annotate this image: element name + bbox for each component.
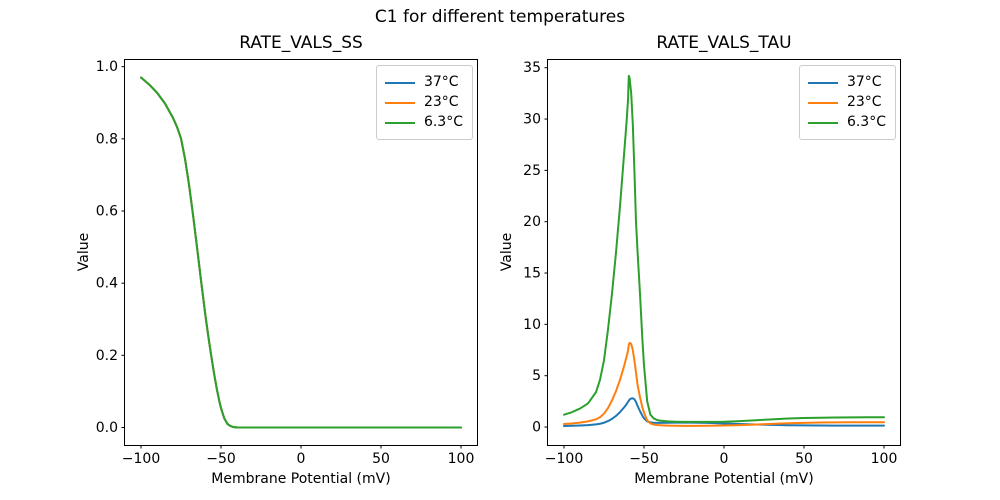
- svg-text:0: 0: [720, 451, 729, 467]
- svg-text:25: 25: [523, 163, 541, 179]
- y-axis-label: Value: [499, 232, 515, 272]
- legend-entry: 6.3°C: [807, 113, 886, 132]
- svg-text:100: 100: [448, 451, 475, 467]
- x-axis-label: Membrane Potential (mV): [634, 471, 814, 487]
- svg-text:−50: −50: [206, 451, 236, 467]
- svg-text:30: 30: [523, 112, 541, 128]
- legend-line-sample: [384, 101, 415, 104]
- svg-text:10: 10: [523, 317, 541, 333]
- legend-label: 23°C: [423, 94, 459, 110]
- svg-text:50: 50: [795, 451, 813, 467]
- legend-label: 37°C: [423, 74, 459, 90]
- figure-title: C1 for different temperatures: [374, 7, 626, 27]
- legend-line-sample: [807, 121, 838, 124]
- legend-line-sample: [384, 121, 415, 124]
- plot-area: −100 −50 0 50 100 0 5 10 15 20 25 30 35 37°C 23°C 6.…: [523, 59, 901, 467]
- svg-text:20: 20: [523, 214, 541, 230]
- svg-text:0.4: 0.4: [96, 276, 118, 292]
- svg-text:50: 50: [372, 451, 390, 467]
- chart-canvas: −100 −50 0 50 100 0.0 0.2 0.4 0.6 0.8 1.0: [96, 59, 475, 467]
- svg-text:35: 35: [523, 60, 541, 76]
- y-axis-label: Value: [76, 232, 92, 272]
- svg-text:0.8: 0.8: [96, 131, 118, 147]
- subplot-title: RATE_VALS_TAU: [656, 33, 792, 53]
- legend-line-sample: [807, 81, 838, 84]
- plot-area: −100 −50 0 50 100 0.0 0.2 0.4 0.6 0.8 1.0 37°C 23°…: [96, 59, 478, 467]
- legend-label: 6.3°C: [423, 114, 463, 130]
- svg-text:−100: −100: [122, 451, 160, 467]
- legend: 37°C 23°C 6.3°C: [375, 65, 473, 140]
- chart-canvas: −100 −50 0 50 100 0 5 10 15 20 25 30 35: [523, 60, 897, 467]
- legend: 37°C 23°C 6.3°C: [798, 65, 896, 140]
- subplot-title: RATE_VALS_SS: [239, 33, 363, 53]
- legend-label: 6.3°C: [846, 114, 886, 130]
- legend-entry: 37°C: [807, 73, 886, 92]
- svg-text:1.0: 1.0: [96, 59, 118, 75]
- legend-line-sample: [384, 81, 415, 84]
- svg-text:0.0: 0.0: [96, 420, 118, 436]
- legend-label: 23°C: [846, 94, 882, 110]
- legend-line-sample: [807, 101, 838, 104]
- svg-text:100: 100: [871, 451, 898, 467]
- svg-text:15: 15: [523, 266, 541, 282]
- legend-entry: 23°C: [807, 93, 886, 112]
- svg-text:5: 5: [532, 368, 541, 384]
- svg-text:0.6: 0.6: [96, 204, 118, 220]
- svg-text:−50: −50: [629, 451, 659, 467]
- legend-label: 37°C: [846, 74, 882, 90]
- legend-entry: 37°C: [384, 73, 463, 92]
- svg-text:0: 0: [532, 420, 541, 436]
- legend-entry: 6.3°C: [384, 113, 463, 132]
- legend-entry: 23°C: [384, 93, 463, 112]
- x-axis-label: Membrane Potential (mV): [211, 471, 391, 487]
- svg-text:0: 0: [297, 451, 306, 467]
- svg-text:0.2: 0.2: [96, 348, 118, 364]
- svg-text:−100: −100: [545, 451, 583, 467]
